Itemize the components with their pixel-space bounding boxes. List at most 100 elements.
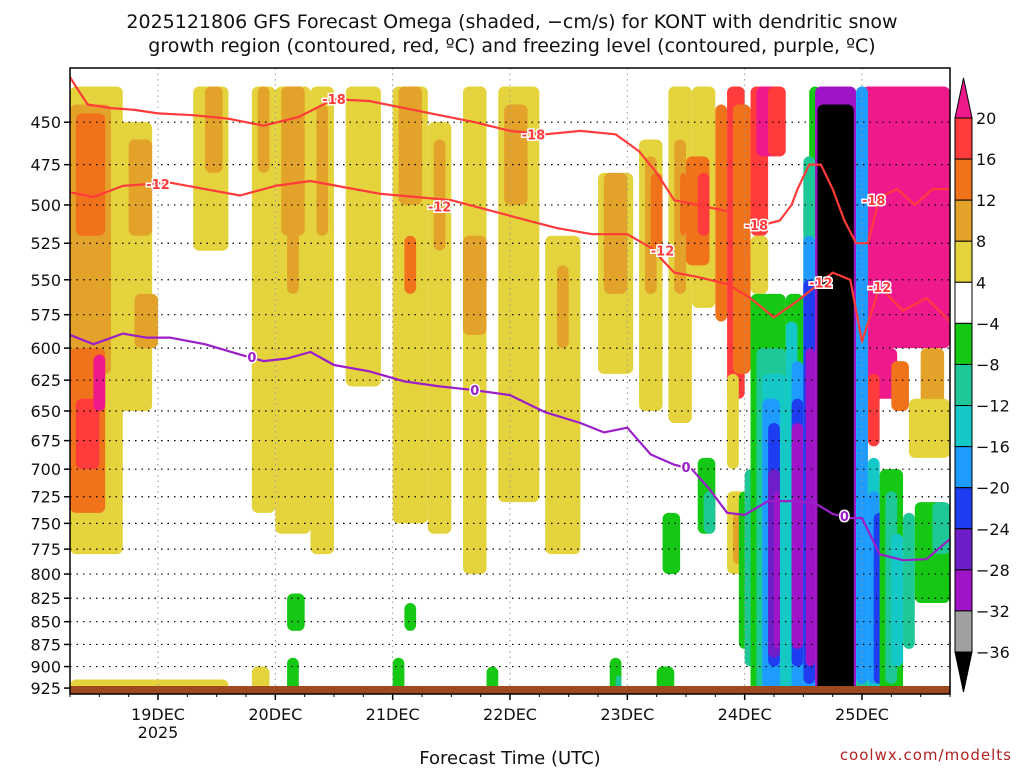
chart-title-line2: growth region (contoured, red, ºC) and f… [148,35,875,57]
omega-cell [404,602,417,631]
time-axis: 19DEC 20DEC 21DEC 22DEC 23DEC 24DEC 25DEC [69,694,951,724]
y-tick-label: 525 [30,234,61,253]
y-tick-label: 575 [30,306,61,325]
colorbar-label: 12 [976,191,996,210]
omega-cell [281,86,305,236]
omega-cell [486,666,499,693]
x-tick-label: 24DEC [718,705,772,724]
colorbar-label: −4 [976,314,1000,333]
colorbar-bin [954,528,973,571]
colorbar: 20 16 12 8 4 −4 −8 −12 −16 −20 −24 −28 −32 −36 [954,77,1010,693]
omega-cell [680,172,686,236]
omega-cell [862,86,950,349]
omega-cell [556,265,569,349]
omega-cell [650,172,663,251]
omega-cell [768,86,786,157]
omega-cell [774,491,780,649]
y-tick-label: 450 [30,113,61,132]
omega-cell [750,235,769,294]
omega-cell [697,172,710,236]
contour-label: 0 [681,461,690,476]
colorbar-label: 8 [976,232,986,251]
omega-cell [287,204,299,294]
y-tick-label: 625 [30,371,61,390]
omega-cell [345,86,381,387]
omega-cell [251,86,276,513]
colorbar-bin [954,446,973,489]
contour-label: -12 [651,245,675,260]
omega-cell [662,512,681,575]
contour-label: -12 [809,277,833,292]
colorbar-bin [954,158,973,201]
omega-cell [93,354,106,411]
colorbar-label: −32 [976,602,1010,621]
y-tick-label: 825 [30,589,61,608]
omega-cell [545,235,581,555]
omega-cell [891,361,909,411]
contour-label: -18 [522,128,546,143]
contour-line [70,76,728,213]
omega-cell [504,104,528,205]
omega-cell [817,104,854,693]
y-tick-label: 600 [30,339,61,358]
colorbar-bin [954,117,973,160]
contour-label: -12 [146,178,170,193]
contour-label: -12 [428,201,452,216]
y-tick-label: 675 [30,432,61,451]
ground-strip [70,686,950,694]
colorbar-bin [954,569,973,612]
y-tick-label: 650 [30,402,61,421]
omega-cell [257,86,270,173]
colorbar-cap-high [954,77,973,119]
y-tick-label: 875 [30,635,61,654]
colorbar-bin [954,199,973,242]
colorbar-bin [954,281,973,324]
colorbar-label: −8 [976,355,1000,374]
omega-cell [316,104,329,236]
x-tick-label: 20DEC [248,705,302,724]
omega-cell [656,666,675,693]
omega-cell [908,398,950,458]
x-tick-year: 2025 [138,723,179,742]
colorbar-bin [954,405,973,448]
contour-label: 0 [470,384,479,399]
contour-label: 0 [247,351,256,366]
colorbar-label: −16 [976,438,1010,457]
omega-cell [856,86,868,684]
colorbar-bin [954,240,973,283]
omega-cell [715,104,728,322]
colorbar-bin [954,610,973,653]
colorbar-label: −28 [976,561,1010,580]
omega-cell [463,235,487,335]
colorbar-label: −12 [976,397,1010,416]
colorbar-bin [954,322,973,365]
y-tick-label: 475 [30,156,61,175]
contour-label: -18 [862,194,886,209]
x-tick-label: 21DEC [366,705,420,724]
pressure-axis: 450 475 500 525 550 575 600 625 650 675 700 725 750 7… [30,113,70,698]
omega-shading [70,86,950,693]
omega-cell [791,422,804,649]
colorbar-cap-low [954,651,973,693]
y-tick-label: 750 [30,514,61,533]
colorbar-label: 4 [976,273,986,292]
colorbar-bin [954,363,973,407]
omega-cell [75,398,100,470]
omega-cell [404,235,417,294]
y-tick-label: 500 [30,196,61,215]
credit-link[interactable]: coolwx.com/modelts [840,746,1012,764]
omega-cell [805,348,816,667]
omega-cell [433,139,446,251]
contour-label: -18 [745,219,769,234]
contour-line [756,163,950,245]
omega-cell [287,657,299,693]
omega-cell [398,86,422,205]
y-tick-label: 925 [30,679,61,698]
omega-cell [287,593,305,631]
omega-cell [251,666,270,693]
x-axis-label: Forecast Time (UTC) [419,748,600,768]
y-tick-label: 900 [30,658,61,677]
contour-line [70,332,950,562]
x-tick-label: 25DEC [835,705,889,724]
